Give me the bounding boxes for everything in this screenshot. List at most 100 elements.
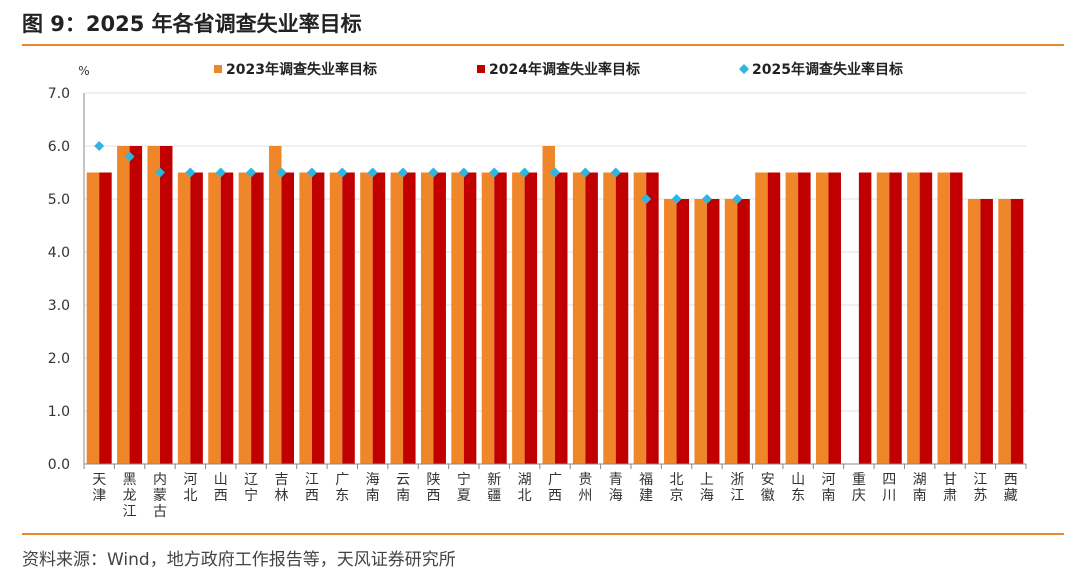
- marker-2025: [641, 194, 652, 204]
- marker-2025: [246, 167, 257, 178]
- y-tick-label: 7.0: [48, 86, 70, 102]
- marker-2025: [124, 151, 135, 162]
- x-tick-label: 肃: [943, 488, 957, 504]
- y-unit-label: %: [78, 64, 89, 78]
- bar-2023: [481, 172, 495, 464]
- y-tick-label: 5.0: [48, 192, 70, 208]
- legend-swatch-2024: [477, 65, 485, 73]
- x-tick-label: 重: [852, 472, 866, 488]
- marker-2025: [458, 167, 469, 178]
- y-tick-label: 4.0: [48, 245, 70, 261]
- x-tick-label: 西: [214, 488, 228, 504]
- x-tick-label: 内: [153, 472, 167, 488]
- bar-2023: [603, 172, 616, 464]
- x-tick-label: 东: [791, 488, 805, 504]
- x-tick-label: 建: [639, 488, 653, 504]
- y-tick-label: 2.0: [48, 351, 70, 367]
- y-tick-label: 1.0: [48, 404, 70, 420]
- bar-2023: [998, 199, 1011, 464]
- x-tick-label: 湖: [913, 472, 927, 488]
- x-tick-label: 南: [913, 488, 927, 504]
- marker-2025: [215, 167, 226, 178]
- marker-2025: [580, 167, 591, 178]
- bar-2024: [159, 146, 173, 464]
- marker-2025: [519, 167, 530, 178]
- bar-2024: [1010, 199, 1024, 464]
- bar-2024: [524, 172, 538, 464]
- x-tick-label: 山: [791, 472, 805, 488]
- x-tick-label: 川: [882, 488, 896, 504]
- x-tick-label: 安: [761, 472, 775, 488]
- bar-2023: [572, 172, 586, 464]
- top-divider: [22, 44, 1064, 46]
- marker-2025: [276, 167, 287, 178]
- x-tick-label: 南: [366, 488, 380, 504]
- x-tick-label: 江: [973, 472, 987, 488]
- x-tick-label: 四: [882, 472, 896, 488]
- bar-2023: [512, 172, 525, 464]
- x-tick-label: 广: [335, 472, 349, 488]
- bar-2024: [980, 199, 993, 464]
- marker-2025: [671, 194, 682, 204]
- bar-2023: [329, 172, 343, 464]
- bar-2024: [494, 172, 507, 464]
- bar-2024: [889, 172, 902, 464]
- marker-2025: [94, 141, 105, 151]
- bar-2023: [390, 172, 404, 464]
- bar-2024: [99, 172, 112, 464]
- bar-2023: [420, 172, 434, 464]
- bar-2024: [433, 172, 446, 464]
- x-tick-label: 贵: [578, 472, 592, 488]
- bar-2023: [299, 172, 312, 464]
- x-tick-label: 庆: [852, 488, 866, 504]
- x-tick-label: 古: [153, 504, 167, 520]
- x-tick-label: 北: [518, 488, 532, 504]
- legend-label: 2023年调查失业率目标: [226, 61, 377, 78]
- x-tick-label: 辽: [244, 472, 258, 488]
- x-tick-label: 河: [183, 472, 197, 488]
- bar-2024: [251, 172, 264, 464]
- x-tick-label: 山: [214, 472, 228, 488]
- x-tick-label: 西: [548, 488, 562, 504]
- axes: [83, 93, 1027, 469]
- y-tick-label: 3.0: [48, 298, 70, 314]
- x-tick-label: 西: [305, 488, 319, 504]
- bottom-divider: [22, 533, 1064, 535]
- bar-2023: [664, 199, 677, 464]
- bar-2023: [694, 199, 707, 464]
- bar-2023: [177, 172, 191, 464]
- bar-2024: [919, 172, 933, 464]
- bar-2023: [542, 146, 555, 464]
- marker-2025: [337, 167, 348, 178]
- x-tick-label: 宁: [244, 487, 258, 504]
- marker-2025: [306, 167, 317, 178]
- x-tick-label: 云: [396, 472, 410, 488]
- bar-2023: [785, 172, 799, 464]
- x-tick-label: 海: [609, 488, 623, 504]
- x-tick-label: 黑: [123, 472, 137, 488]
- x-tick-label: 湖: [518, 472, 532, 488]
- x-tick-label: 疆: [487, 488, 501, 504]
- marker-2025: [398, 167, 409, 178]
- figure-title: 图 9：2025 年各省调查失业率目标: [22, 12, 362, 36]
- bar-2024: [342, 172, 355, 464]
- x-tick-label: 陕: [426, 472, 440, 488]
- x-tick-label: 广: [548, 472, 562, 488]
- marker-2025: [610, 167, 621, 178]
- x-tick-label: 夏: [457, 488, 471, 504]
- legend-swatch-2023: [214, 65, 222, 73]
- bar-2023: [117, 146, 130, 464]
- bar-2023: [937, 172, 951, 464]
- x-tick-label: 东: [335, 488, 349, 504]
- bar-2024: [828, 172, 841, 464]
- x-tick-label: 上: [700, 472, 714, 488]
- x-tick-label: 江: [123, 504, 137, 520]
- bar-2024: [615, 172, 629, 464]
- marker-2025: [428, 167, 439, 178]
- source-note: 资料来源：Wind，地方政府工作报告等，天风证券研究所: [22, 550, 456, 570]
- x-tick-label: 徽: [761, 488, 775, 504]
- y-tick-label: 0.0: [48, 457, 70, 473]
- bar-2024: [220, 172, 234, 464]
- marker-2025: [701, 194, 712, 204]
